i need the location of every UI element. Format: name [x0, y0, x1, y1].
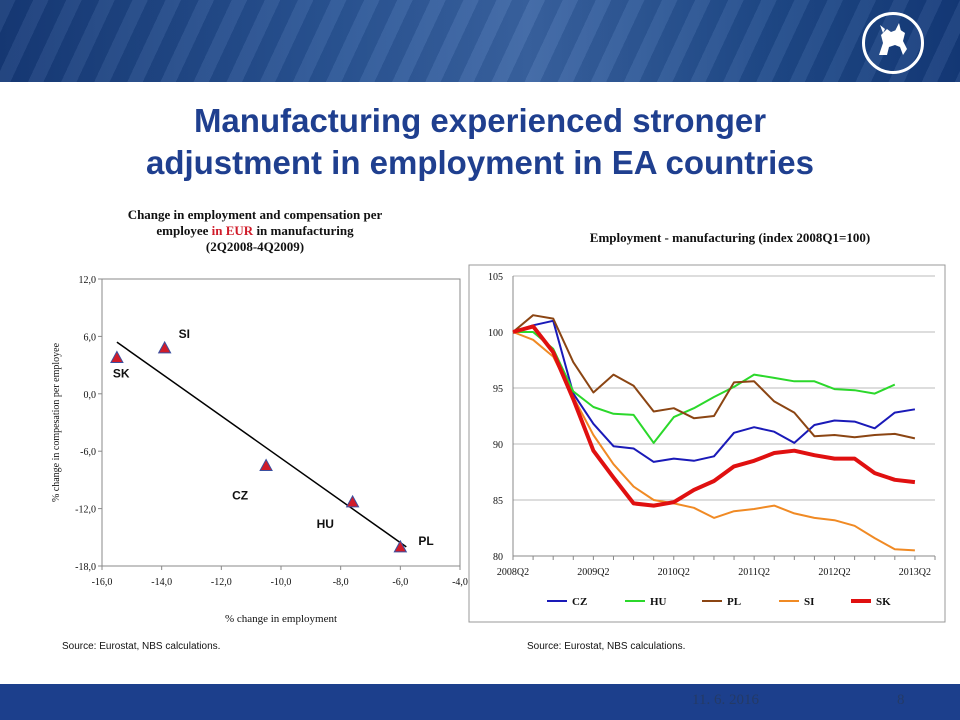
banner-pattern [0, 0, 960, 82]
scatter-xtick-label: -6,0 [392, 577, 408, 588]
legend-label-si: SI [804, 596, 814, 608]
scatter-ytick-label: 0,0 [84, 390, 97, 401]
scatter-point-label: HU [317, 517, 334, 531]
scatter-point [259, 458, 273, 472]
scatter-xtick-label: -8,0 [333, 577, 349, 588]
scatter-ytick-label: -18,0 [75, 562, 96, 573]
line-ytick-label: 95 [493, 384, 503, 395]
scatter-point-label: SI [179, 327, 190, 341]
slide-title-line1: Manufacturing experienced stronger [193, 102, 767, 139]
footer-page-number: 8 [897, 692, 905, 708]
line-ytick-label: 90 [493, 440, 503, 451]
scatter-xtick-label: -14,0 [151, 577, 172, 588]
horse-logo-icon [862, 12, 924, 74]
scatter-title-pre: employee [156, 223, 212, 238]
scatter-point [393, 539, 408, 553]
line-xtick-label: 2013Q2 [899, 567, 931, 578]
line-series-si [512, 331, 915, 552]
scatter-point [345, 494, 360, 508]
scatter-xtick-label: -12,0 [211, 577, 232, 588]
line-source: Source: Eurostat, NBS calculations. [527, 641, 686, 652]
line-xtick-label: 2010Q2 [658, 567, 690, 578]
line-series-pl [512, 314, 916, 440]
scatter-ytick-label: -6,0 [80, 447, 96, 458]
line-series-hu [513, 331, 896, 444]
scatter-title-post: in manufacturing [253, 223, 354, 238]
line-xtick-label: 2008Q2 [497, 567, 529, 578]
legend-label-hu: HU [650, 596, 667, 608]
line-xtick-label: 2011Q2 [738, 567, 770, 578]
legend-label-sk: SK [876, 596, 891, 608]
scatter-x-axis-label: % change in employment [225, 613, 337, 625]
line-series-sk [512, 324, 916, 508]
slide-title-line2: adjustment in employment in EA countries [145, 144, 815, 181]
line-title: Employment - manufacturing (index 2008Q1… [589, 230, 871, 245]
scatter-xtick-label: -4,0 [452, 577, 468, 588]
line-ytick-label: 100 [488, 328, 503, 339]
line-chart-frame [468, 264, 946, 623]
scatter-point-label: SK [113, 366, 130, 380]
line-series-cz [512, 319, 916, 463]
scatter-title-line2: employee in EUR in manufacturing [70, 223, 440, 239]
scatter-point [157, 340, 172, 354]
scatter-title-line3: (2Q2008-4Q2009) [205, 239, 305, 254]
scatter-title-line1: Change in employment and compensation pe… [127, 207, 383, 222]
line-ytick-label: 85 [493, 496, 503, 507]
scatter-xtick-label: -10,0 [271, 577, 292, 588]
scatter-trendline [116, 341, 407, 548]
footer-bar [0, 684, 960, 720]
scatter-ytick-label: 6,0 [84, 332, 97, 343]
scatter-point-label: PL [418, 534, 433, 548]
line-ytick-label: 80 [493, 552, 503, 563]
line-ytick-label: 105 [488, 272, 503, 283]
scatter-point [110, 350, 124, 363]
scatter-source: Source: Eurostat, NBS calculations. [62, 641, 221, 652]
scatter-y-axis-label: % change in compesation per employee [51, 342, 62, 502]
scatter-xtick-label: -16,0 [92, 577, 113, 588]
footer-date: 11. 6. 2016 [692, 692, 759, 708]
legend-label-pl: PL [727, 596, 741, 608]
scatter-ytick-label: 12,0 [79, 275, 97, 286]
scatter-ytick-label: -12,0 [75, 505, 96, 516]
legend-label-cz: CZ [572, 596, 587, 608]
scatter-title: Change in employment and compensation pe… [70, 207, 440, 255]
scatter-point-label: CZ [232, 489, 248, 503]
header-banner [0, 0, 960, 82]
slide-title: Manufacturing experienced stronger adjus… [0, 100, 960, 184]
horse-logo-shape [879, 23, 907, 55]
line-xtick-label: 2009Q2 [577, 567, 609, 578]
line-xtick-label: 2012Q2 [818, 567, 850, 578]
scatter-title-red: in EUR [211, 223, 254, 238]
